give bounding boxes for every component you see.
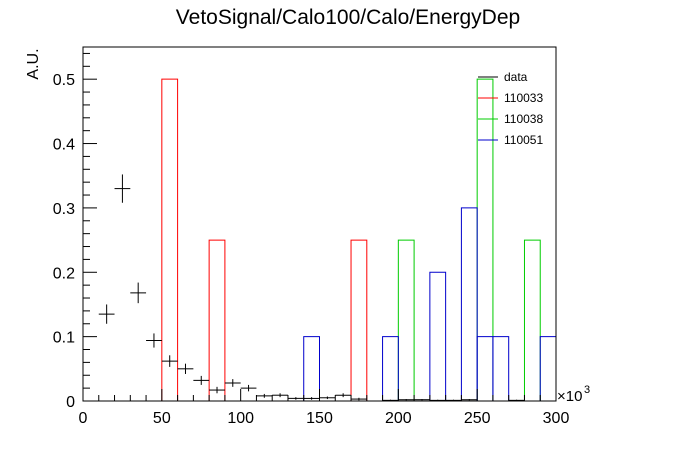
y-tick-label: 0.3 [53, 201, 75, 218]
bin-110051 [303, 336, 320, 401]
bin-110033 [161, 78, 179, 401]
x-tick-label: 0 [79, 410, 88, 427]
bin-110051 [429, 271, 447, 401]
data-point [256, 393, 273, 398]
y-tick-label: 0.2 [53, 265, 75, 282]
y-tick-label: 0.4 [53, 137, 75, 154]
y-tick-label: 0.5 [53, 72, 75, 89]
data-point [335, 393, 352, 398]
x-multiplier-exponent: 3 [584, 384, 590, 396]
data-point [351, 397, 367, 401]
bin-110051 [382, 336, 399, 401]
axes: 0 50 100 150 200 250 300 0 0.1 0.2 0.3 0.4 0.5 [53, 46, 570, 427]
x-multiplier: ×10 3 [557, 384, 590, 405]
y-tick-label: 0.1 [53, 330, 75, 347]
x-tick-label: 200 [385, 410, 412, 427]
data-point [193, 375, 210, 385]
chart-title: VetoSignal/Calo100/Calo/EnergyDep [176, 6, 520, 29]
data-point [319, 396, 336, 400]
legend: data 110033 110038 110051 [478, 70, 543, 147]
x-tick-label: 150 [306, 410, 333, 427]
bin-110051 [492, 336, 510, 401]
bin-110051 [460, 207, 478, 401]
data-point [414, 399, 430, 401]
data-point [224, 379, 241, 387]
data-point [461, 399, 478, 401]
x-tick-label: 100 [227, 410, 254, 427]
legend-entry: data [478, 70, 528, 84]
legend-label: 110033 [504, 91, 543, 105]
data-point [114, 174, 131, 203]
data-point [240, 384, 257, 392]
data-point [130, 282, 147, 304]
data-point [398, 399, 415, 401]
bin-110033 [350, 239, 368, 401]
legend-entry: 110051 [478, 133, 543, 147]
x-multiplier-base: ×10 [557, 388, 582, 405]
data-point [98, 304, 115, 324]
legend-entry: 110033 [478, 91, 543, 105]
x-tick-label: 50 [153, 410, 171, 427]
bin-110038 [523, 239, 541, 401]
data-point [287, 397, 304, 400]
data-point [146, 333, 162, 348]
data-point [272, 393, 288, 398]
legend-entry: 110038 [478, 112, 543, 126]
y-axis-label: A.U. [25, 48, 42, 79]
x-tick-label: 300 [543, 410, 570, 427]
data-point [177, 363, 194, 374]
data-point [161, 355, 178, 367]
legend-label: data [504, 70, 528, 84]
x-tick-label: 250 [464, 410, 491, 427]
bin-110038 [397, 239, 415, 401]
y-tick-label: 0 [66, 394, 75, 411]
data-point [303, 397, 320, 400]
legend-label: 110038 [504, 112, 543, 126]
legend-label: 110051 [504, 133, 543, 147]
bin-110033 [208, 239, 226, 401]
histogram-bins [161, 78, 557, 401]
data-point [209, 386, 225, 394]
